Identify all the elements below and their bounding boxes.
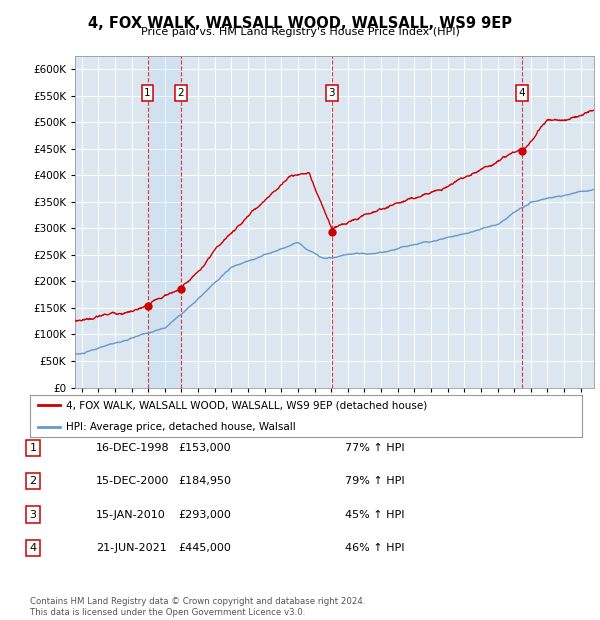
- Text: 77% ↑ HPI: 77% ↑ HPI: [345, 443, 404, 453]
- Text: £445,000: £445,000: [178, 543, 231, 553]
- Text: Price paid vs. HM Land Registry's House Price Index (HPI): Price paid vs. HM Land Registry's House …: [140, 27, 460, 37]
- Text: 79% ↑ HPI: 79% ↑ HPI: [345, 476, 404, 486]
- Text: 45% ↑ HPI: 45% ↑ HPI: [345, 510, 404, 520]
- Text: 3: 3: [29, 510, 37, 520]
- Text: 46% ↑ HPI: 46% ↑ HPI: [345, 543, 404, 553]
- Text: 16-DEC-1998: 16-DEC-1998: [96, 443, 170, 453]
- Text: £293,000: £293,000: [178, 510, 231, 520]
- Text: HPI: Average price, detached house, Walsall: HPI: Average price, detached house, Wals…: [66, 422, 296, 432]
- Text: 15-JAN-2010: 15-JAN-2010: [96, 510, 166, 520]
- Text: 2: 2: [178, 88, 184, 98]
- Text: £153,000: £153,000: [178, 443, 231, 453]
- Text: 3: 3: [329, 88, 335, 98]
- Text: £184,950: £184,950: [178, 476, 231, 486]
- Text: 4: 4: [518, 88, 525, 98]
- Bar: [148, 56, 181, 388]
- Text: 4, FOX WALK, WALSALL WOOD, WALSALL, WS9 9EP: 4, FOX WALK, WALSALL WOOD, WALSALL, WS9 …: [88, 16, 512, 30]
- Text: 4, FOX WALK, WALSALL WOOD, WALSALL, WS9 9EP (detached house): 4, FOX WALK, WALSALL WOOD, WALSALL, WS9 …: [66, 401, 427, 410]
- Text: Contains HM Land Registry data © Crown copyright and database right 2024.
This d: Contains HM Land Registry data © Crown c…: [30, 598, 365, 617]
- Text: 2: 2: [29, 476, 37, 486]
- Text: 4: 4: [29, 543, 37, 553]
- Text: 1: 1: [144, 88, 151, 98]
- Text: 15-DEC-2000: 15-DEC-2000: [96, 476, 169, 486]
- Text: 1: 1: [29, 443, 37, 453]
- Text: 21-JUN-2021: 21-JUN-2021: [96, 543, 167, 553]
